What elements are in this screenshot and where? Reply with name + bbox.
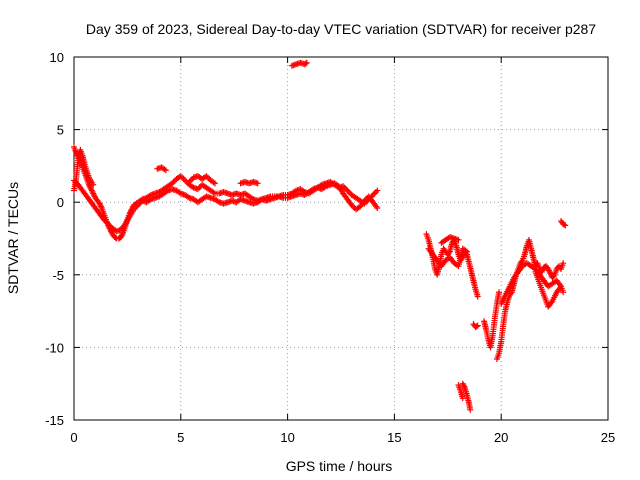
x-tick-label: 20 <box>494 430 508 445</box>
y-tick-label: -5 <box>52 268 64 283</box>
data-point <box>204 174 211 181</box>
data-point <box>474 322 481 329</box>
y-tick-label: 10 <box>50 50 64 65</box>
data-point <box>467 406 474 413</box>
data-point <box>459 395 466 402</box>
data-point <box>474 293 481 300</box>
x-tick-label: 5 <box>177 430 184 445</box>
data-point <box>211 180 218 187</box>
data-point <box>560 260 567 267</box>
axis-ticks: 0 5 10 15 20 25 10 5 0 -5 -10 -15 <box>45 50 615 445</box>
data-point <box>374 187 381 194</box>
data-point <box>302 60 309 67</box>
data-point <box>374 205 381 212</box>
x-tick-label: 25 <box>601 430 615 445</box>
plot-frame <box>73 56 609 421</box>
data-point <box>90 181 97 188</box>
data-point <box>473 323 480 330</box>
data-point <box>162 167 169 174</box>
data-point <box>303 59 310 66</box>
y-axis-label: SDTVAR / TECUs <box>5 182 21 294</box>
data-point <box>464 248 471 255</box>
data-point <box>558 283 565 290</box>
data-point <box>372 189 379 196</box>
data-point <box>194 186 201 193</box>
data-point <box>345 189 352 196</box>
data-point <box>186 178 193 185</box>
data-point <box>179 174 186 181</box>
data-point <box>560 289 567 296</box>
data-point <box>182 177 189 184</box>
x-axis-label: GPS time / hours <box>286 458 393 474</box>
x-tick-label: 0 <box>70 430 77 445</box>
data-points <box>71 59 569 413</box>
grid <box>74 57 608 420</box>
data-point <box>254 180 261 187</box>
chart-title: Day 359 of 2023, Sidereal Day-to-day VTE… <box>86 21 596 37</box>
data-point <box>344 187 351 194</box>
y-tick-label: 5 <box>57 123 64 138</box>
data-point <box>371 190 378 197</box>
data-point <box>561 221 568 228</box>
data-point <box>455 236 462 243</box>
data-point <box>187 177 194 184</box>
y-tick-label: -10 <box>45 340 64 355</box>
data-point <box>562 222 569 229</box>
x-tick-label: 10 <box>280 430 294 445</box>
y-tick-label: 0 <box>57 195 64 210</box>
data-point <box>496 289 503 296</box>
x-tick-label: 15 <box>387 430 401 445</box>
y-tick-label: -15 <box>45 413 64 428</box>
